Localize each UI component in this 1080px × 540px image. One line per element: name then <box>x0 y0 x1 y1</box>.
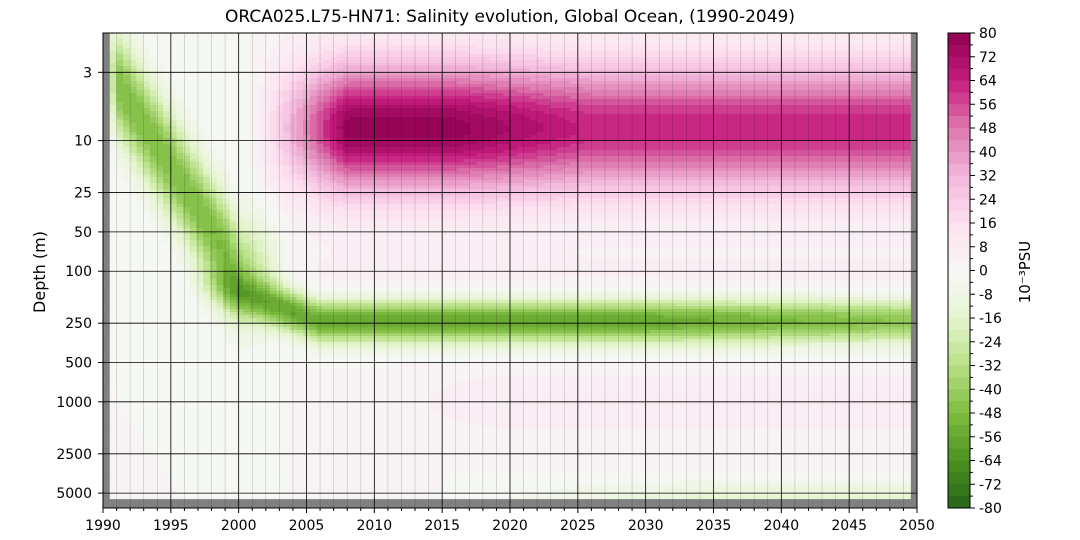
colorbar-tick-label: -8 <box>979 287 993 303</box>
y-tick-label: 100 <box>65 264 92 280</box>
y-tick-label: 500 <box>65 356 92 372</box>
grid-lines <box>103 33 917 508</box>
colorbar-tick-label: 48 <box>979 121 997 137</box>
y-tick-label: 10 <box>74 134 92 150</box>
colorbar-tick-label: -24 <box>979 335 1002 351</box>
colorbar: 80726456484032241680-8-16-24-32-40-48-56… <box>948 26 1002 517</box>
x-tick-label: 2010 <box>357 518 393 534</box>
colorbar-tick-label: 24 <box>979 192 997 208</box>
colorbar-tick-label: -56 <box>979 430 1002 446</box>
chart-title: ORCA025.L75-HN71: Salinity evolution, Gl… <box>225 7 795 27</box>
colorbar-tick-label: -48 <box>979 406 1002 422</box>
colorbar-tick-label: 8 <box>979 240 988 256</box>
y-tick-label: 5000 <box>56 486 92 502</box>
y-tick-label: 1000 <box>56 395 92 411</box>
y-tick-label: 3 <box>83 65 92 81</box>
x-tick-label: 2000 <box>221 518 257 534</box>
y-axis: 3 10 25 50 100 250 500 1000 2500 5000 <box>56 65 103 502</box>
colorbar-label: 10⁻³PSU <box>1016 241 1034 304</box>
y-axis-label: Depth (m) <box>30 231 49 313</box>
colorbar-tick-label: 16 <box>979 216 997 232</box>
colorbar-tick-label: 32 <box>979 169 997 185</box>
x-tick-label: 2035 <box>696 518 732 534</box>
colorbar-tick-label: 80 <box>979 26 997 42</box>
y-tick-label: 50 <box>74 225 92 241</box>
x-tick-label: 2040 <box>764 518 800 534</box>
colorbar-tick-label: -16 <box>979 311 1002 327</box>
colorbar-tick-label: -64 <box>979 454 1002 470</box>
colorbar-tick-label: 72 <box>979 50 997 66</box>
x-tick-label: 1990 <box>85 518 121 534</box>
y-tick-label: 250 <box>65 316 92 332</box>
colorbar-tick-label: 40 <box>979 145 997 161</box>
x-tick-label: 2015 <box>424 518 460 534</box>
x-tick-label: 2025 <box>560 518 596 534</box>
colorbar-tick-label: -32 <box>979 359 1002 375</box>
x-tick-label: 2005 <box>289 518 325 534</box>
x-tick-label: 2020 <box>492 518 528 534</box>
x-tick-label: 2030 <box>628 518 664 534</box>
colorbar-tick-label: -72 <box>979 477 1002 493</box>
colorbar-tick-label: 56 <box>979 97 997 113</box>
colorbar-tick-label: -80 <box>979 501 1002 517</box>
colorbar-tick-label: 0 <box>979 264 988 280</box>
x-tick-label: 2050 <box>899 518 935 534</box>
x-axis: 1990 1995 2000 2005 2010 2015 2020 2025 2030 2035… <box>85 508 935 534</box>
y-tick-label: 25 <box>74 186 92 202</box>
x-tick-label: 1995 <box>153 518 189 534</box>
x-tick-label: 2045 <box>831 518 867 534</box>
colorbar-tick-label: -40 <box>979 382 1002 398</box>
y-tick-label: 2500 <box>56 447 92 463</box>
colorbar-tick-label: 64 <box>979 74 997 90</box>
